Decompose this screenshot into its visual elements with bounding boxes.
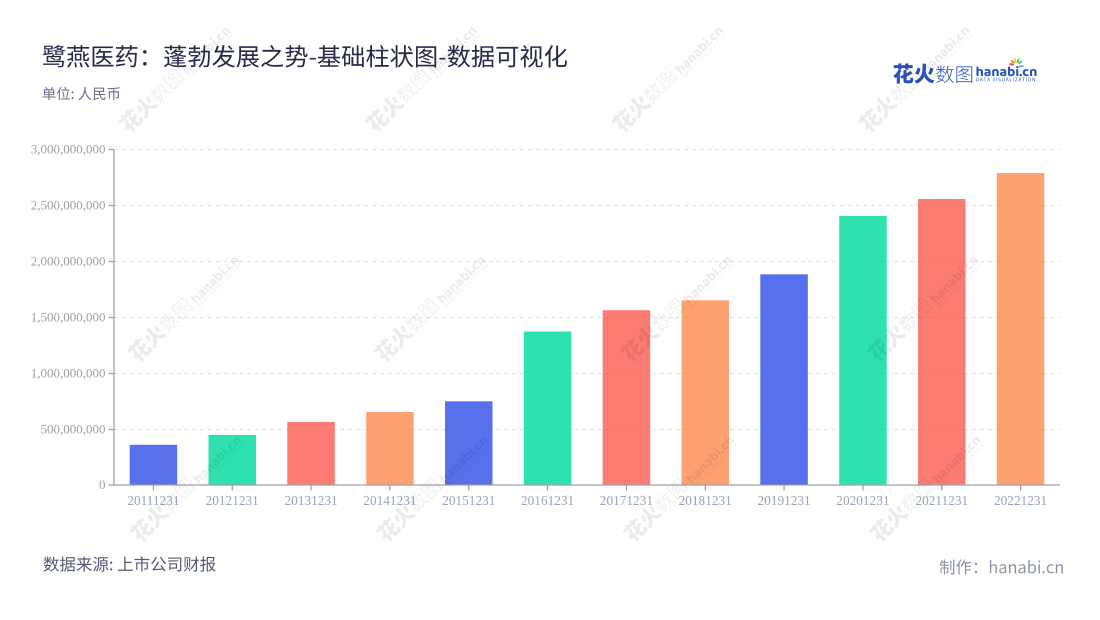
svg-text:1,000,000,000: 1,000,000,000: [31, 365, 106, 380]
svg-text:20201231: 20201231: [836, 493, 889, 508]
svg-text:20131231: 20131231: [285, 493, 338, 508]
svg-text:20121231: 20121231: [206, 493, 259, 508]
svg-text:20111231: 20111231: [127, 493, 179, 508]
svg-text:20171231: 20171231: [600, 493, 653, 508]
svg-text:20211231: 20211231: [915, 493, 968, 508]
svg-text:20191231: 20191231: [758, 493, 811, 508]
svg-text:20221231: 20221231: [994, 493, 1047, 508]
svg-text:1,500,000,000: 1,500,000,000: [31, 309, 106, 324]
svg-text:2,000,000,000: 2,000,000,000: [31, 254, 106, 269]
svg-text:20151231: 20151231: [442, 493, 495, 508]
svg-text:500,000,000: 500,000,000: [41, 421, 106, 436]
svg-text:20141231: 20141231: [363, 493, 416, 508]
svg-text:0: 0: [99, 477, 106, 492]
svg-text:20181231: 20181231: [679, 493, 732, 508]
svg-text:3,000,000,000: 3,000,000,000: [31, 142, 106, 157]
svg-text:20161231: 20161231: [521, 493, 574, 508]
svg-text:2,500,000,000: 2,500,000,000: [31, 198, 106, 213]
